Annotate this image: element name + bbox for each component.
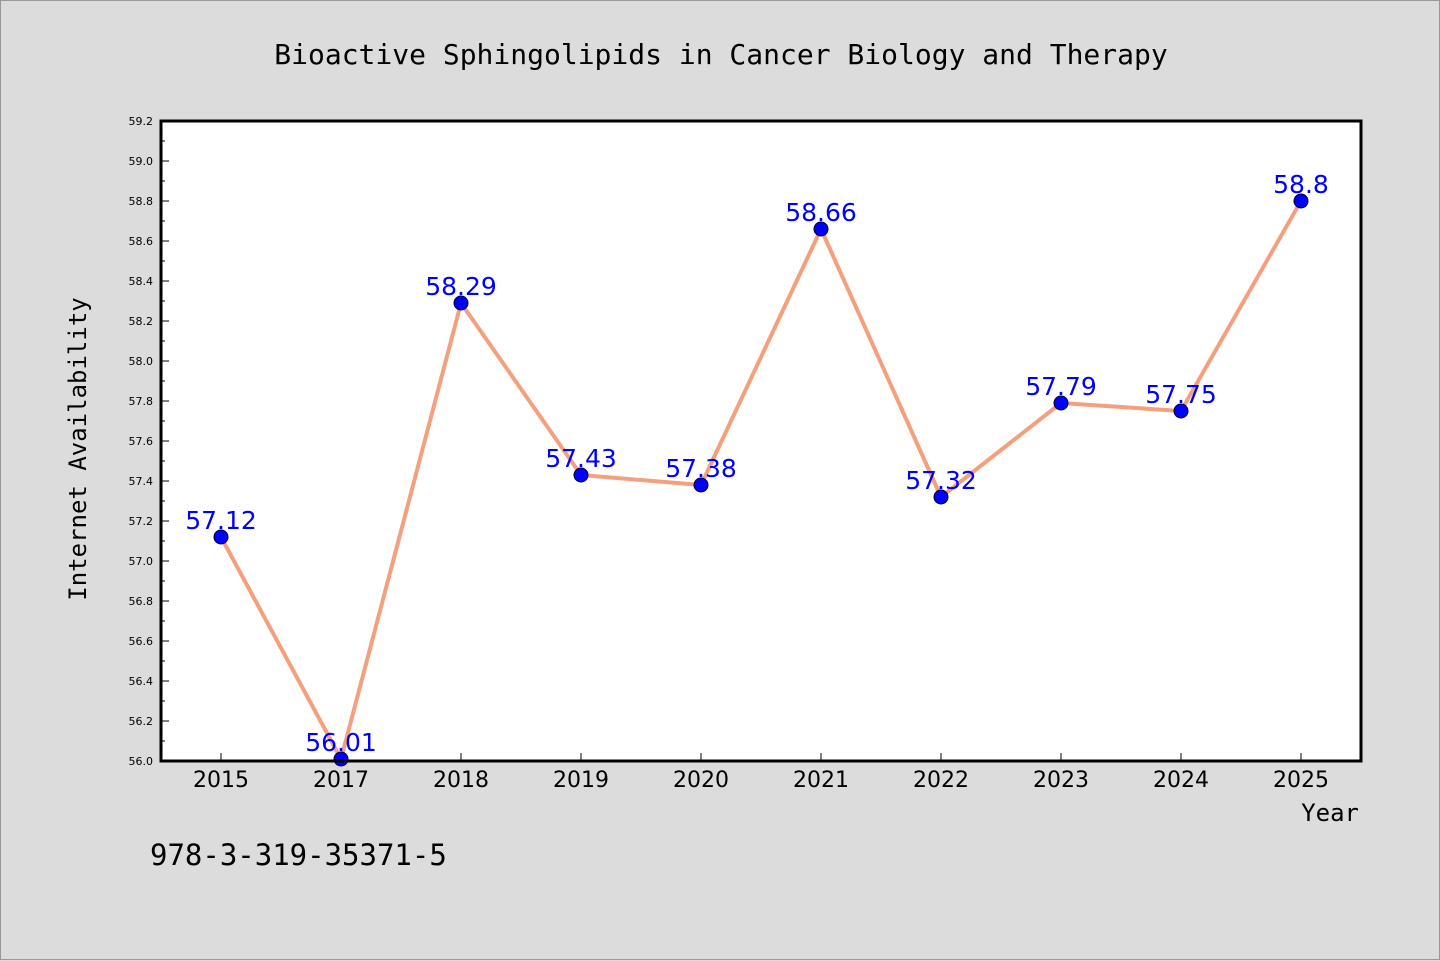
y-axis: 56.0 56.2 56.4 56.6 56.8 57.0 57.2 57.4 57.6 57.8… <box>129 115 169 768</box>
data-label: 57.12 <box>185 506 257 535</box>
y-tick-label: 58.2 <box>129 315 154 328</box>
x-tick-label: 2022 <box>913 768 969 793</box>
y-tick-label: 58.8 <box>129 195 154 208</box>
y-tick-label: 57.8 <box>129 395 154 408</box>
y-tick-label: 58.0 <box>129 355 154 368</box>
x-tick-label: 2019 <box>553 768 609 793</box>
data-point <box>813 221 829 237</box>
x-tick-label: 2015 <box>193 768 249 793</box>
x-tick-label: 2025 <box>1273 768 1329 793</box>
x-tick-label: 2024 <box>1153 768 1209 793</box>
y-tick-label: 57.0 <box>129 555 154 568</box>
y-tick-label: 56.4 <box>129 675 154 688</box>
chart-title: Bioactive Sphingolipids in Cancer Biolog… <box>274 38 1167 71</box>
data-point <box>1293 193 1309 209</box>
y-axis-label: Internet Availability <box>64 297 92 600</box>
data-point <box>693 477 709 493</box>
data-point <box>573 467 589 483</box>
data-point <box>213 529 229 545</box>
data-point <box>453 295 469 311</box>
x-tick-label: 2023 <box>1033 768 1089 793</box>
x-axis-label: Year <box>1301 799 1359 827</box>
y-tick-label: 58.4 <box>129 275 154 288</box>
y-tick-label: 57.2 <box>129 515 154 528</box>
data-label: 58.29 <box>425 272 497 301</box>
data-label: 58.8 <box>1273 170 1329 199</box>
y-tick-label: 56.0 <box>129 755 154 768</box>
isbn-footnote: 978-3-319-35371-5 <box>150 838 447 872</box>
plot-area <box>161 121 1361 761</box>
x-axis: 2015 2017 2018 2019 2020 2021 2022 2023 2024 2025 <box>193 753 1329 793</box>
data-label: 57.32 <box>905 466 977 495</box>
y-tick-label: 56.2 <box>129 715 154 728</box>
y-tick-label: 59.2 <box>129 115 154 128</box>
y-tick-label: 57.6 <box>129 435 154 448</box>
plot-frame <box>159 119 1363 763</box>
y-tick-label: 56.6 <box>129 635 154 648</box>
series-line-group <box>213 193 1309 767</box>
y-tick-label: 58.6 <box>129 235 154 248</box>
x-tick-label: 2018 <box>433 768 489 793</box>
data-label: 57.75 <box>1145 380 1217 409</box>
x-tick-label: 2017 <box>313 768 369 793</box>
data-point <box>1173 403 1189 419</box>
x-tick-label: 2021 <box>793 768 849 793</box>
data-point <box>1053 395 1069 411</box>
data-labels: 57.12 56.01 58.29 57.43 57.38 58.66 57.32 57.79… <box>185 170 1329 757</box>
data-label: 57.38 <box>665 454 737 483</box>
data-label: 57.79 <box>1025 372 1097 401</box>
y-tick-label: 57.4 <box>129 475 154 488</box>
series-line <box>219 200 1303 761</box>
data-point <box>933 489 949 505</box>
data-label: 58.66 <box>785 198 857 227</box>
y-tick-label: 56.8 <box>129 595 154 608</box>
data-label: 56.01 <box>305 728 377 757</box>
y-tick-label: 59.0 <box>129 155 154 168</box>
data-label: 57.43 <box>545 444 617 473</box>
x-tick-label: 2020 <box>673 768 729 793</box>
